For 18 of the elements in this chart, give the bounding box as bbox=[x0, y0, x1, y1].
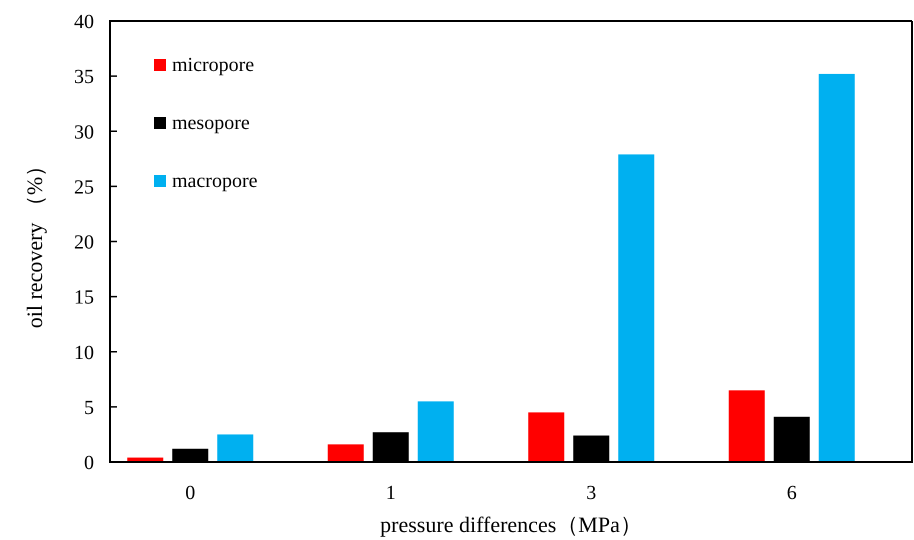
x-tick-label: 0 bbox=[185, 482, 196, 504]
x-tick-label: 3 bbox=[586, 482, 596, 504]
y-tick-label: 20 bbox=[74, 232, 94, 254]
x-tick-label: 1 bbox=[386, 482, 396, 504]
y-tick-label: 30 bbox=[74, 121, 94, 144]
legend-label: micropore bbox=[172, 54, 254, 76]
y-axis-title: oil recovery （%） bbox=[22, 154, 47, 328]
y-tick-label: 10 bbox=[74, 342, 94, 364]
x-axis-title: pressure differences（MPa） bbox=[380, 512, 642, 537]
legend-label: mesopore bbox=[172, 112, 250, 134]
y-tick-label: 25 bbox=[74, 176, 94, 198]
y-tick-label: 5 bbox=[84, 396, 94, 419]
x-tick-label: 6 bbox=[786, 482, 797, 504]
legend-label: macropore bbox=[172, 170, 258, 192]
y-tick-label: 40 bbox=[74, 11, 94, 33]
y-tick-label: 0 bbox=[84, 452, 94, 474]
y-tick-label: 35 bbox=[74, 66, 94, 88]
y-tick-label: 15 bbox=[74, 286, 94, 309]
